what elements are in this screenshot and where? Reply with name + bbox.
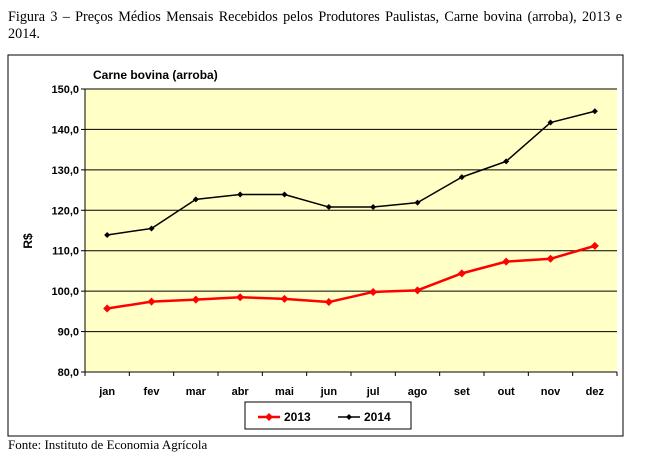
data-point [236,293,245,302]
legend-entry-2013: 2013 [258,410,311,424]
data-point [369,287,378,296]
figure-source: Fonte: Instituto de Economia Agrícola [8,437,208,452]
data-point [547,119,554,126]
series-line [107,110,596,236]
legend-marker [265,413,273,421]
x-tick-label: jun [320,386,338,398]
x-tick-label: jan [98,386,115,398]
data-point [104,231,111,238]
data-point [502,257,511,266]
y-tick-label: 130,0 [51,165,79,177]
data-point [148,225,155,232]
plot-area [85,89,617,372]
y-tick-label: 140,0 [51,124,79,136]
series-2013 [103,241,599,313]
data-point [370,204,377,211]
x-tick-label: out [498,386,515,398]
y-tick-label: 100,0 [51,286,79,298]
data-point [591,108,598,115]
y-tick-label: 90,0 [58,327,79,339]
x-tick-label: mai [275,386,294,398]
y-axis-label: R$ [21,233,35,249]
legend-marker [346,414,352,420]
gridlines [81,88,617,373]
x-tick-label: set [454,386,470,398]
data-point [325,204,332,211]
series-line [106,244,596,310]
data-point [237,191,244,198]
y-tick-label: 120,0 [51,205,79,217]
series-layer [103,108,599,313]
x-axis-tick-labels: jan fev mar abr mai jun jul ago set out nov dez [84,372,618,398]
x-tick-label: jul [366,386,380,398]
data-point [458,174,465,181]
data-point [103,304,112,313]
data-point [413,286,422,295]
series-2014 [104,108,598,238]
y-axis-tick-labels: 80,0 90,0 100,0 110,0 120,0 130,0 140,0 150,0 [51,84,79,379]
x-tick-label: ago [408,386,428,398]
legend-label: 2013 [284,410,311,424]
legend-entry-2014: 2014 [338,410,391,424]
data-point [280,294,289,303]
data-point [457,269,466,278]
chart-title: Carne bovina (arroba) [93,68,218,82]
x-tick-label: dez [586,386,605,398]
x-tick-label: abr [232,386,250,398]
x-tick-label: nov [541,386,561,398]
data-point [191,295,200,304]
data-point [192,196,199,203]
data-point [503,158,510,165]
figure-caption: Figura 3 – Preços Médios Mensais Recebid… [8,9,622,42]
legend: 2013 2014 [244,401,412,430]
y-tick-label: 150,0 [51,84,79,96]
data-point [414,199,421,206]
legend-box [244,401,412,430]
data-point [324,298,333,307]
y-tick-label: 80,0 [58,367,79,379]
x-tick-label: mar [186,386,207,398]
data-point [147,297,156,306]
data-point [546,254,555,263]
data-point [281,191,288,198]
y-tick-label: 110,0 [52,246,79,258]
legend-label: 2014 [364,410,391,424]
data-point [590,241,599,250]
x-tick-label: fev [144,386,161,398]
